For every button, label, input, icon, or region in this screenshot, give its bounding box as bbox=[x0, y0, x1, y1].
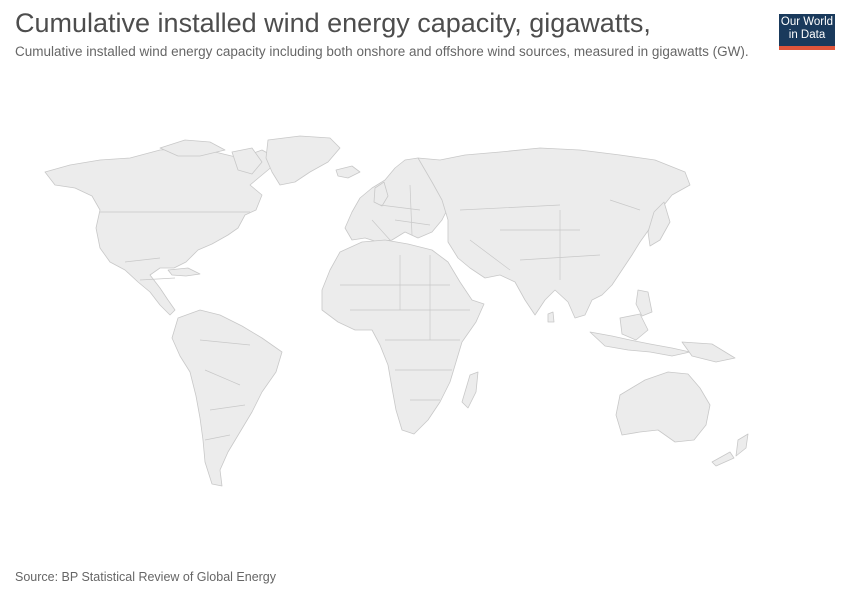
sri-lanka[interactable] bbox=[547, 311, 555, 323]
world-map-svg bbox=[44, 135, 749, 487]
south-america[interactable] bbox=[171, 309, 283, 487]
africa[interactable] bbox=[321, 239, 485, 435]
owid-logo[interactable]: Our World in Data bbox=[779, 14, 835, 50]
japan[interactable] bbox=[647, 201, 671, 247]
arctic-islands[interactable] bbox=[159, 139, 226, 157]
borders-asia bbox=[459, 199, 641, 280]
british-isles[interactable] bbox=[373, 181, 389, 207]
new-guinea[interactable] bbox=[681, 341, 736, 363]
philippines[interactable] bbox=[635, 289, 653, 317]
borneo[interactable] bbox=[619, 313, 649, 341]
chart-title: Cumulative installed wind energy capacit… bbox=[15, 8, 651, 38]
borders-europe bbox=[371, 184, 431, 241]
source-note: Source: BP Statistical Review of Global … bbox=[15, 570, 277, 584]
borders-south-america bbox=[199, 339, 251, 441]
iceland[interactable] bbox=[335, 165, 361, 179]
borders-north-america bbox=[100, 211, 250, 281]
madagascar[interactable] bbox=[461, 371, 479, 409]
asia[interactable] bbox=[417, 147, 691, 319]
baffin-island[interactable] bbox=[231, 147, 263, 175]
north-america[interactable] bbox=[44, 147, 281, 316]
logo-line-1: Our World bbox=[780, 16, 834, 28]
new-zealand-south[interactable] bbox=[711, 451, 735, 467]
world-map[interactable] bbox=[0, 100, 850, 540]
new-zealand[interactable] bbox=[735, 433, 749, 457]
caribbean-islands[interactable] bbox=[167, 267, 201, 277]
logo-line-2: in Data bbox=[788, 29, 826, 41]
borders-africa bbox=[340, 255, 470, 401]
chart-subtitle: Cumulative installed wind energy capacit… bbox=[15, 44, 749, 59]
australia[interactable] bbox=[615, 371, 711, 443]
greenland[interactable] bbox=[265, 135, 341, 186]
